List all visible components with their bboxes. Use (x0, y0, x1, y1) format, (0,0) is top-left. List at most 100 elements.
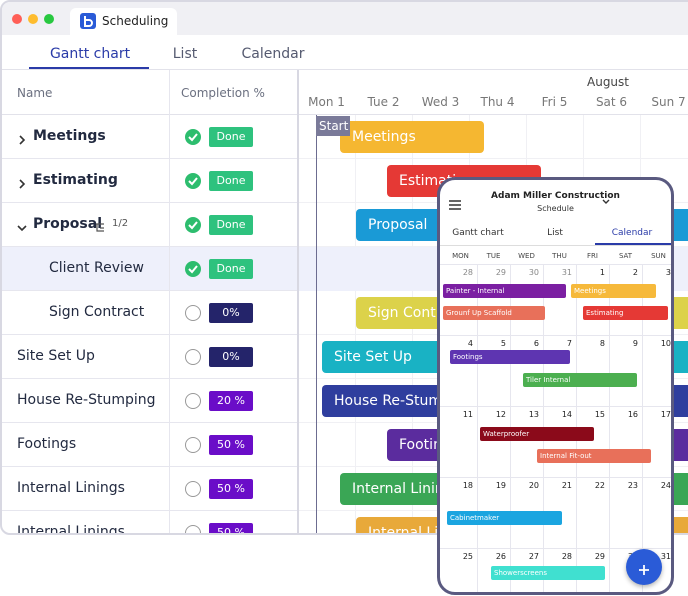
status-icon (184, 436, 202, 458)
date: 15 (594, 410, 605, 419)
date: 1 (599, 268, 605, 277)
menu-icon (448, 196, 462, 215)
date: 5 (500, 339, 506, 348)
subtask-icon (94, 219, 106, 238)
status-icon-svg (185, 393, 201, 409)
max-dot[interactable] (44, 14, 54, 24)
close-dot[interactable] (12, 14, 22, 24)
header-line (2, 69, 688, 70)
today-line (316, 115, 317, 533)
status-icon-svg (185, 129, 201, 145)
weekday: WED (518, 252, 535, 260)
cal-vline (609, 264, 610, 592)
phone-tab[interactable]: Calendar (611, 228, 653, 238)
status-icon (184, 304, 202, 326)
date: 3 (665, 268, 671, 277)
date: 11 (462, 410, 473, 419)
status-icon (184, 524, 202, 533)
task-name[interactable]: Footings (17, 436, 77, 452)
date: 22 (594, 481, 605, 490)
calendar-event[interactable]: Meetings (571, 284, 656, 298)
date: 31 (660, 552, 671, 561)
weekday: SUN (651, 252, 666, 260)
weekday: TUE (486, 252, 501, 260)
day: Sun 7 (651, 95, 686, 109)
status-icon (184, 172, 202, 194)
calendar-event[interactable]: Cabinetmaker (447, 511, 562, 525)
weekday: FRI (587, 252, 598, 260)
toggle-chevron-svg (19, 179, 26, 189)
view-tab[interactable]: Calendar (241, 46, 305, 62)
weekday: THU (552, 252, 567, 260)
status-badge: Done (209, 215, 253, 235)
day: Tue 2 (367, 95, 400, 109)
status-icon-svg (185, 437, 201, 453)
start-marker: Start (316, 116, 350, 136)
day: Fri 5 (541, 95, 568, 109)
status-icon-svg (185, 305, 201, 321)
row-line (2, 158, 297, 159)
date: 18 (462, 481, 473, 490)
date: 13 (528, 410, 539, 419)
calendar-event[interactable]: Painter - Internal (443, 284, 566, 298)
calendar-event[interactable]: Waterproofer (480, 427, 594, 441)
status-icon-svg (185, 481, 201, 497)
date: 17 (660, 410, 671, 419)
row-line (2, 510, 297, 511)
status-icon (184, 128, 202, 150)
phone-tab[interactable]: List (547, 228, 563, 238)
weekday: SAT (618, 252, 633, 260)
task-name[interactable]: Estimating (33, 172, 118, 188)
calendar-event[interactable]: Estimating (583, 306, 668, 320)
row-line (2, 378, 297, 379)
tab-title: Scheduling (102, 14, 169, 28)
row-line (2, 202, 297, 203)
col-header: Completion % (181, 86, 265, 100)
view-tab[interactable]: List (172, 46, 198, 62)
status-icon (184, 216, 202, 238)
calendar-event[interactable]: Footings (450, 350, 570, 364)
subtask-icon-svg (96, 223, 104, 232)
task-name[interactable]: Meetings (33, 128, 106, 144)
date: 27 (528, 552, 539, 561)
cal-hline (440, 264, 671, 265)
gantt-bar[interactable]: Meetings (340, 121, 484, 153)
header-bottom (2, 114, 688, 115)
calendar-event[interactable]: Tiler Internal (523, 373, 637, 387)
month: August (587, 75, 629, 89)
row-line (2, 466, 297, 467)
subtask-count: 1/2 (112, 218, 129, 229)
date: 8 (599, 339, 605, 348)
phone-tab[interactable]: Gantt chart (452, 228, 504, 238)
task-name[interactable]: Internal Linings (17, 480, 125, 496)
row-line (2, 422, 297, 423)
col-sep (169, 70, 170, 533)
menu-icon-svg (449, 200, 461, 210)
calendar-event[interactable]: Grounf Up Scaffold (443, 306, 545, 320)
tab-underline (29, 67, 149, 69)
toggle-chevron (16, 131, 28, 150)
phone: Adam Miller Construction Schedule Gantt ch… (437, 177, 674, 595)
task-name[interactable]: Site Set Up (17, 348, 95, 364)
add-button[interactable] (626, 549, 662, 585)
calendar-event[interactable]: Showerscreens (491, 566, 605, 580)
task-name[interactable]: Proposal (33, 216, 103, 232)
task-name[interactable]: Internal Linings (17, 524, 125, 535)
calendar-event[interactable]: Internal Fit-out (537, 449, 651, 463)
row-line (2, 246, 297, 247)
status-badge: 0% (209, 303, 253, 323)
gantt-row-line (299, 158, 688, 159)
status-icon (184, 260, 202, 282)
task-name[interactable]: House Re-Stumping (17, 392, 156, 408)
date: 6 (533, 339, 539, 348)
phone-tab-line (440, 245, 671, 246)
status-badge: Done (209, 171, 253, 191)
status-badge: Done (209, 259, 253, 279)
task-name[interactable]: Sign Contract (49, 304, 145, 320)
toggle-chevron-svg (19, 135, 26, 145)
min-dot[interactable] (28, 14, 38, 24)
view-tab[interactable]: Gantt chart (49, 46, 131, 62)
task-name[interactable]: Client Review (49, 260, 144, 276)
date: 9 (632, 339, 638, 348)
